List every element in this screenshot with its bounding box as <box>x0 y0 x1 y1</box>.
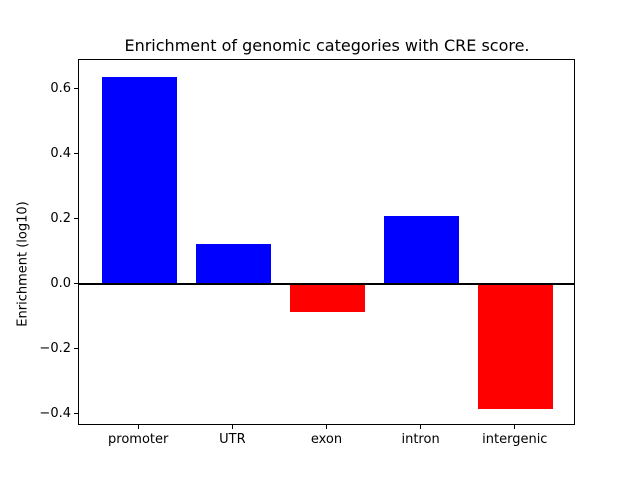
x-tick-label-UTR: UTR <box>219 432 246 447</box>
y-tick-label: −0.2 <box>39 340 71 356</box>
y-tick-label: 0.6 <box>50 81 71 97</box>
y-tick-mark <box>74 282 78 284</box>
x-tick-mark <box>326 425 327 429</box>
bar-UTR <box>195 243 271 285</box>
bar-promoter <box>101 76 177 285</box>
y-tick-label: −0.4 <box>39 405 71 421</box>
y-tick-mark <box>74 88 78 90</box>
y-tick-mark <box>74 412 78 414</box>
y-tick-mark <box>74 153 78 154</box>
chart-title: Enrichment of genomic categories with CR… <box>124 36 530 55</box>
y-tick-mark <box>74 347 78 349</box>
bar-exon <box>289 284 366 312</box>
bar-intergenic <box>478 284 554 410</box>
y-tick-label: 0.4 <box>50 146 71 161</box>
y-tick-mark <box>74 218 78 219</box>
x-tick-mark <box>137 425 139 429</box>
bar-intron <box>384 216 460 285</box>
x-tick-mark <box>231 425 233 429</box>
y-tick-label: 0.0 <box>50 275 71 291</box>
x-tick-label-exon: exon <box>310 432 343 447</box>
x-tick-mark <box>514 425 516 429</box>
x-tick-label-intron: intron <box>401 432 440 447</box>
zero-line <box>79 283 574 286</box>
x-tick-mark <box>420 425 422 429</box>
plot-area <box>78 59 575 425</box>
x-tick-label-intergenic: intergenic <box>482 432 548 447</box>
x-tick-label-promoter: promoter <box>108 432 169 447</box>
y-tick-label: 0.2 <box>50 211 71 226</box>
